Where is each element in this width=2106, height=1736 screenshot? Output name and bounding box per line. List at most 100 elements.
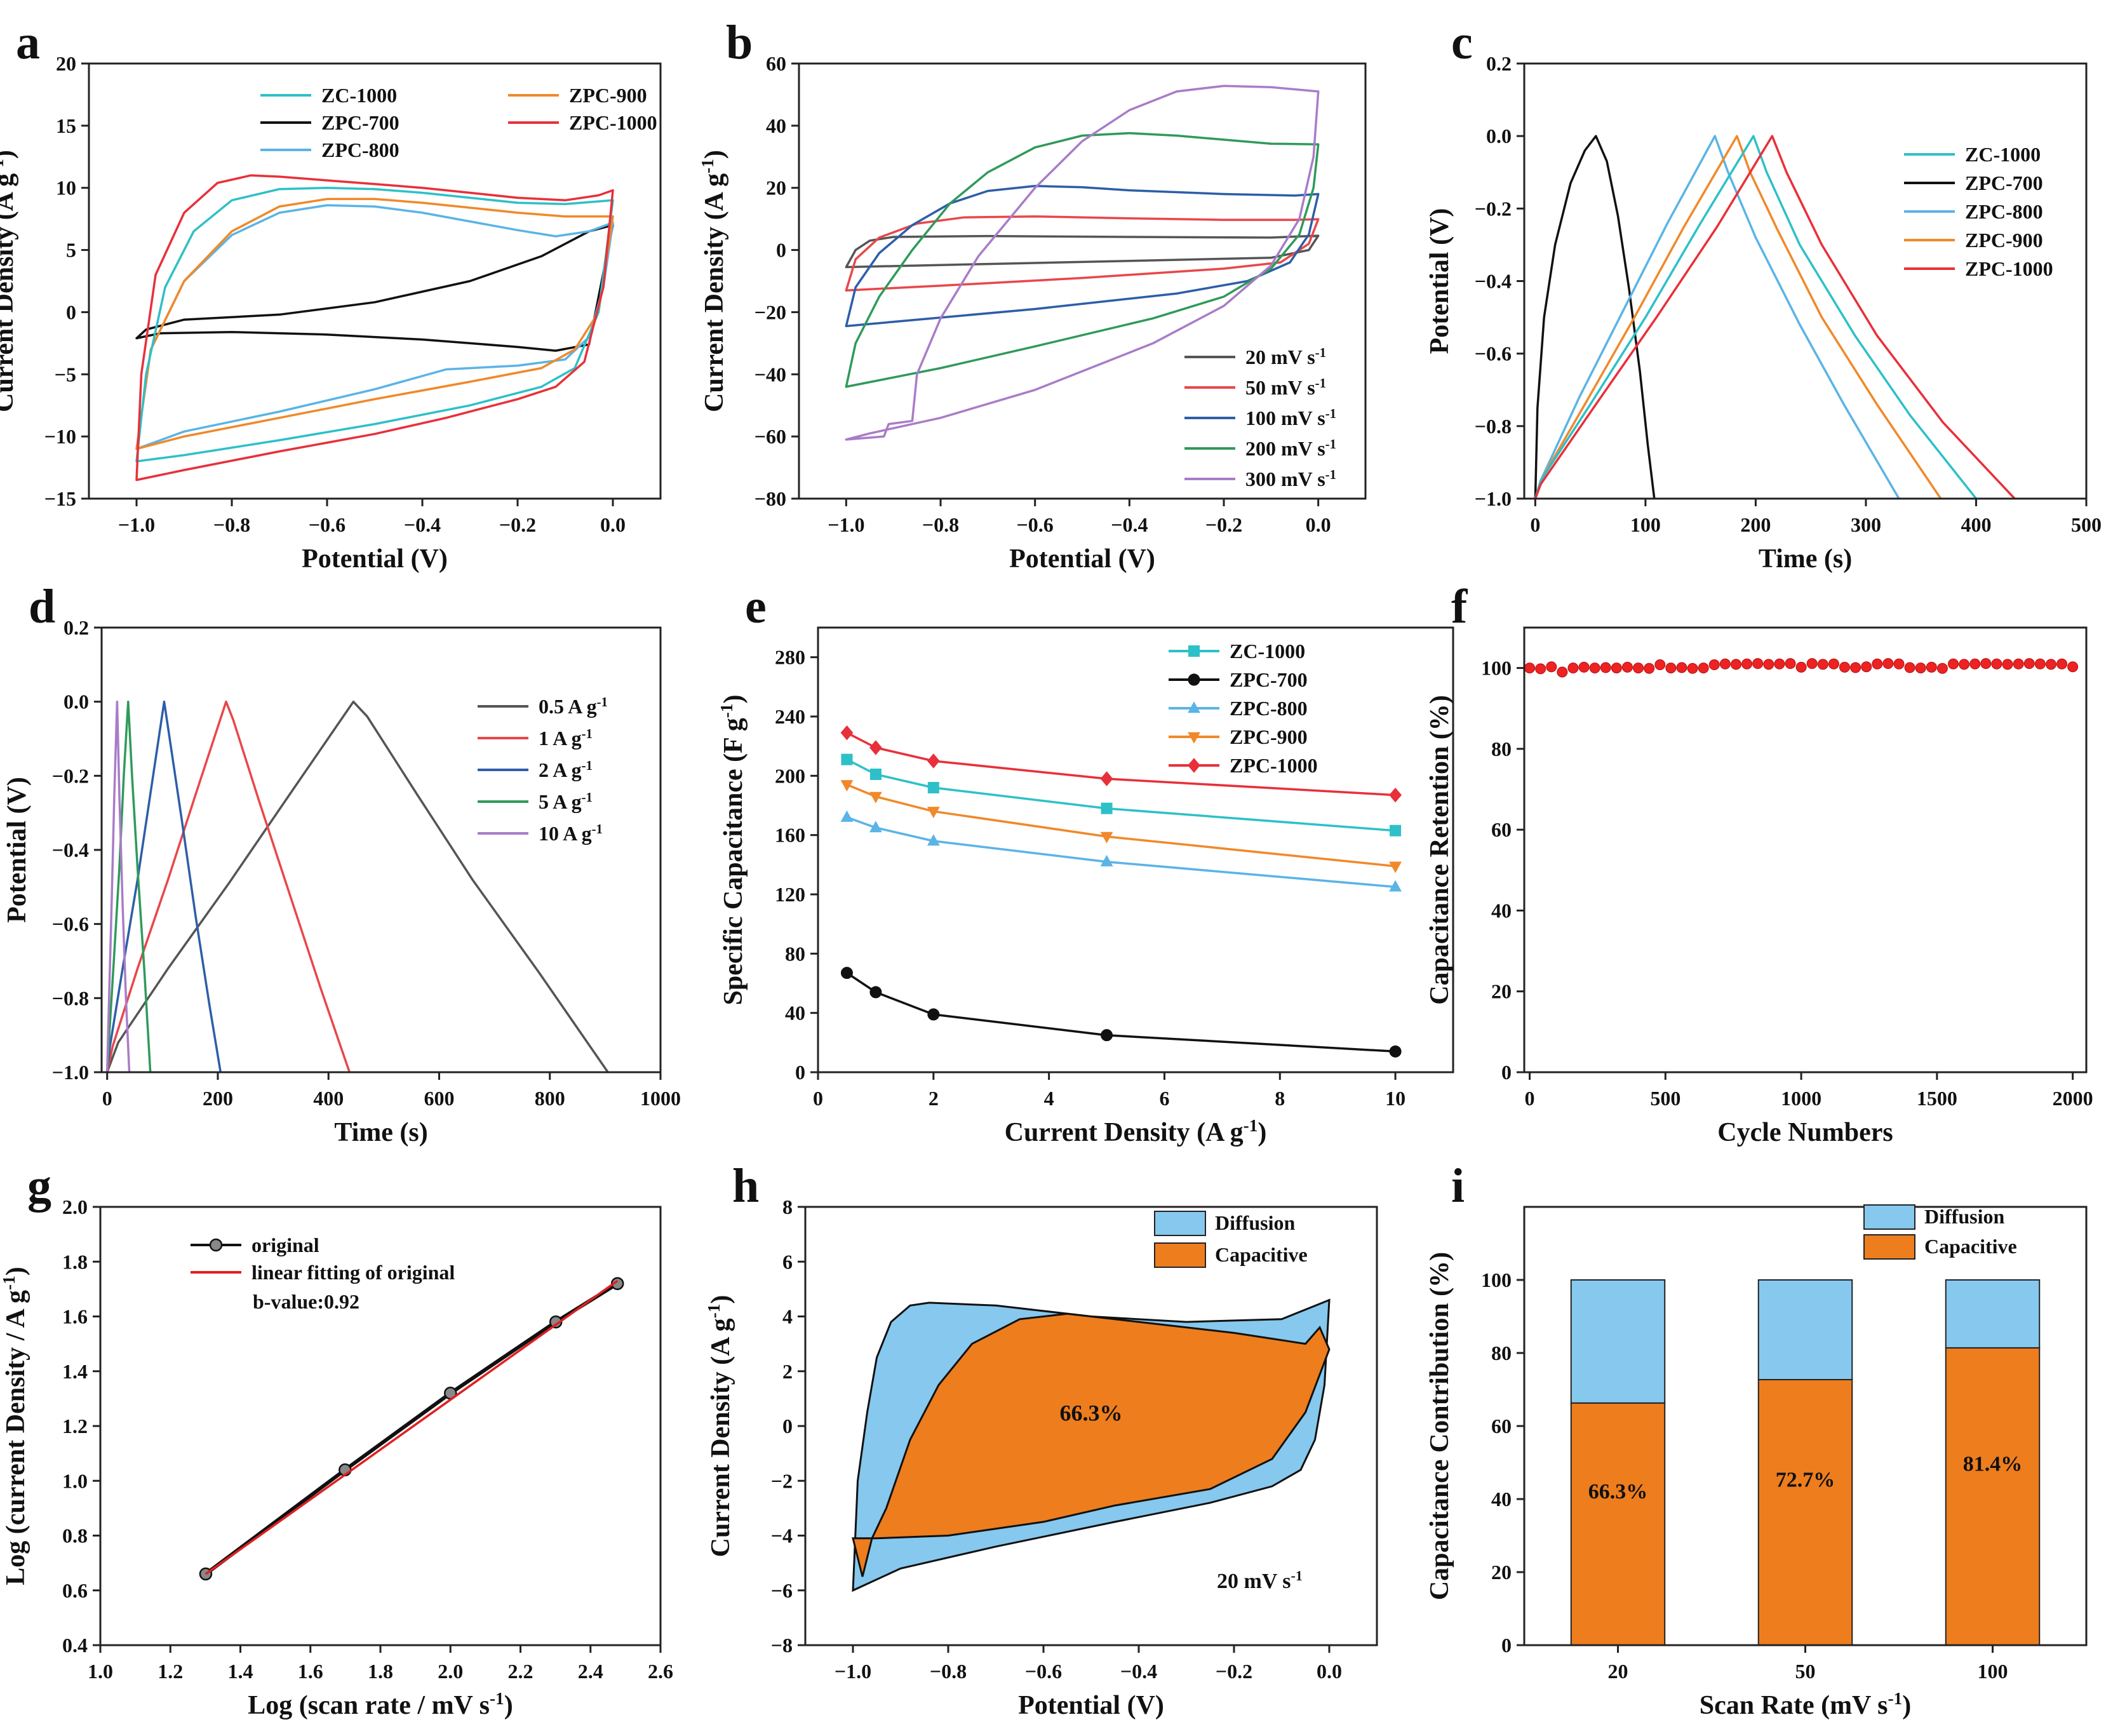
legend-label-a-3: ZPC-1000 bbox=[569, 111, 657, 134]
panel-d-x-title: Time (s) bbox=[334, 1118, 427, 1147]
legend-label-d-2-main: 2 A g bbox=[539, 758, 582, 781]
x-tick-label-b-5: 0.0 bbox=[1306, 513, 1331, 536]
x-tick-label-h-3: −0.4 bbox=[1120, 1660, 1157, 1683]
panel-f-y-title-main: Capacitance Retention (%) bbox=[1425, 695, 1454, 1005]
x-tick-label-g-5: 2.0 bbox=[438, 1660, 463, 1683]
marker-e-2-4 bbox=[1389, 880, 1402, 892]
legend-item-i-0: Diffusion bbox=[1863, 1204, 2004, 1230]
legend-item-g-1: linear fitting of original bbox=[191, 1261, 455, 1284]
y-tick-label-c-4: −0.2 bbox=[1475, 197, 1512, 220]
legend-label-e-4: ZPC-1000 bbox=[1230, 754, 1318, 777]
legend-label-c-3: ZPC-900 bbox=[1965, 229, 2043, 252]
panel-g-x-title: Log (scan rate / mV s-1) bbox=[248, 1689, 513, 1720]
panel-d-label: d bbox=[29, 580, 55, 633]
panel-b-x-title: Potential (V) bbox=[1009, 544, 1155, 574]
point-f-41 bbox=[1969, 658, 1981, 670]
legend-label-d-0: 0.5 A g-1 bbox=[539, 695, 608, 718]
panel-b-y-title-end: ) bbox=[700, 150, 729, 159]
y-tick-label-d-4: −0.2 bbox=[52, 764, 89, 787]
x-tick-label-a-3: −0.4 bbox=[404, 513, 441, 536]
series-c-zc-1000 bbox=[1534, 135, 1977, 499]
point-f-27 bbox=[1817, 659, 1828, 670]
point-f-2 bbox=[1546, 661, 1557, 673]
panel-e-x-axis: 0 2 4 6 8 10 bbox=[813, 1072, 1405, 1110]
panel-e-x-title-end: ) bbox=[1258, 1118, 1266, 1147]
marker-e-2-1 bbox=[869, 821, 882, 833]
legend-item-a-1: ZPC-900 bbox=[508, 84, 647, 107]
legend-item-d-0: 0.5 A g-1 bbox=[478, 695, 608, 718]
series-b-200-mv-s-1 bbox=[845, 131, 1320, 388]
legend-item-h-0: Diffusion bbox=[1154, 1211, 1295, 1236]
legend-item-e-0: ZC-1000 bbox=[1169, 640, 1305, 663]
y-tick-label-b-5: 20 bbox=[766, 177, 786, 199]
legend-label-c-0: ZC-1000 bbox=[1965, 143, 2041, 166]
y-tick-label-b-2: −40 bbox=[755, 363, 786, 386]
series-e-zpc-800-markers bbox=[840, 810, 1402, 892]
legend-label-b-1: 50 mV s-1 bbox=[1245, 376, 1326, 400]
legend-label-b-4: 300 mV s-1 bbox=[1245, 468, 1336, 491]
legend-label-d-3-main: 5 A g bbox=[539, 790, 582, 813]
marker-e-0-1 bbox=[869, 769, 882, 780]
legend-item-d-2: 2 A g-1 bbox=[478, 758, 593, 781]
panel-h-y-axis: −8 −6 −4 −2 0 2 4 6 8 bbox=[771, 1195, 805, 1657]
series-a-zpc-700 bbox=[135, 224, 614, 352]
legend-label-d-4-sup: -1 bbox=[592, 822, 603, 837]
panel-i: i 66.3% 72.7% 81.4% 20 50 100 0 20 40 60 80 100 Scan … bbox=[1425, 1159, 2088, 1720]
x-tick-label-f-1: 500 bbox=[1650, 1087, 1680, 1110]
bar-capacitive-50 bbox=[1757, 1378, 1853, 1645]
legend-item-d-4: 10 A g-1 bbox=[478, 822, 603, 845]
legend-label-d-2-sup: -1 bbox=[582, 758, 593, 773]
point-f-37 bbox=[1926, 661, 1937, 673]
legend-label-d-1-main: 1 A g bbox=[539, 727, 582, 750]
y-tick-label-d-2: −0.6 bbox=[52, 913, 89, 936]
point-f-11 bbox=[1644, 663, 1655, 674]
legend-label-b-2-main: 100 mV s bbox=[1245, 407, 1325, 429]
point-f-7 bbox=[1600, 662, 1611, 673]
legend-label-e-3: ZPC-900 bbox=[1230, 725, 1308, 748]
legend-item-g-0: original bbox=[191, 1234, 319, 1256]
y-tick-label-e-7: 280 bbox=[775, 646, 805, 669]
marker-e-2-3 bbox=[1100, 854, 1113, 866]
series-c-zpc-700 bbox=[1534, 135, 1656, 499]
point-f-6 bbox=[1589, 663, 1600, 674]
panel-h-scan-note-main: 20 mV s bbox=[1217, 1570, 1291, 1593]
y-tick-label-c-6: 0.2 bbox=[1486, 52, 1512, 75]
marker-e-4-0 bbox=[840, 725, 854, 741]
legend-item-c-3: ZPC-900 bbox=[1904, 229, 2043, 252]
point-f-10 bbox=[1633, 663, 1644, 674]
legend-item-b-2: 100 mV s-1 bbox=[1184, 407, 1336, 429]
marker-e-1-4 bbox=[1389, 1045, 1402, 1058]
panel-a-y-title-sup: -1 bbox=[0, 159, 7, 173]
y-tick-label-d-5: 0.0 bbox=[64, 690, 89, 713]
series-e-zpc-700-markers bbox=[840, 967, 1402, 1058]
point-f-16 bbox=[1698, 663, 1709, 674]
point-f-17 bbox=[1708, 659, 1720, 671]
x-tick-label-d-2: 400 bbox=[313, 1087, 344, 1110]
y-tick-label-h-4: 0 bbox=[782, 1415, 793, 1437]
panel-c-x-title: Time (s) bbox=[1759, 544, 1852, 574]
legend-swatch-h-0 bbox=[1154, 1211, 1206, 1236]
y-tick-label-a-4: 5 bbox=[66, 239, 76, 262]
legend-label-d-1-sup: -1 bbox=[582, 727, 593, 741]
panel-c-y-axis: −1.0 −0.8 −0.6 −0.4 −0.2 0.0 0.2 bbox=[1475, 52, 1524, 510]
legend-item-d-1: 1 A g-1 bbox=[478, 727, 593, 750]
y-tick-label-b-7: 60 bbox=[766, 52, 786, 75]
y-tick-label-i-4: 80 bbox=[1491, 1342, 1512, 1364]
x-tick-label-i-0: 20 bbox=[1608, 1660, 1628, 1683]
marker-e-3-3 bbox=[1100, 831, 1113, 844]
point-f-33 bbox=[1882, 658, 1894, 670]
y-tick-label-f-1: 20 bbox=[1491, 980, 1512, 1003]
legend-label-a-2: ZPC-700 bbox=[321, 111, 399, 134]
marker-e-1-1 bbox=[869, 986, 882, 999]
legend-item-e-3: ZPC-900 bbox=[1169, 725, 1308, 748]
panel-c: c 0 100 200 300 400 500 −1.0 −0.8 −0.6 −0.4 −0.2 0.0… bbox=[1425, 16, 2102, 574]
marker-e-4-1 bbox=[869, 740, 882, 755]
panel-b-y-title: Current Density (A g-1) bbox=[698, 150, 729, 412]
legend-label-b-3: 200 mV s-1 bbox=[1245, 437, 1336, 461]
panel-h-y-title: Current Density (A g-1) bbox=[704, 1295, 735, 1558]
x-tick-label-f-4: 2000 bbox=[2053, 1087, 2093, 1110]
panel-g-x-title-end: ) bbox=[504, 1691, 513, 1720]
panel-h-data bbox=[852, 1298, 1331, 1592]
bar-label-20: 66.3% bbox=[1588, 1480, 1648, 1504]
legend-label-c-2: ZPC-800 bbox=[1965, 200, 2043, 223]
